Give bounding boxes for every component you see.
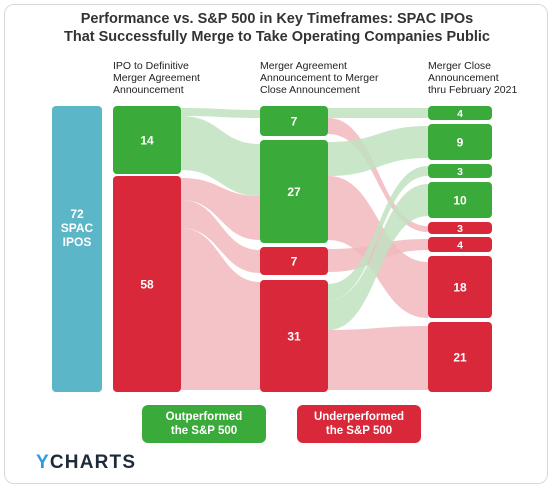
source-node-label: 72 [70, 207, 84, 221]
ycharts-logo: YCHARTS [36, 452, 136, 474]
stage3-node-underperformed [428, 322, 492, 392]
stage2-node-value: 7 [291, 114, 298, 128]
legend-underperformed-line-1: Underperformed [313, 411, 405, 423]
stage3-node-value: 18 [453, 280, 467, 294]
ycharts-logo-mark: Y [36, 452, 50, 473]
stage3-node-value: 4 [457, 108, 463, 120]
flow-stage1-green-to-stage2-27 [181, 116, 260, 196]
stage3-node-outperformed [428, 106, 492, 120]
flow-stage2-7-to-stage3-3 [328, 118, 428, 232]
stage3-node-value: 21 [453, 350, 467, 364]
stage3-node-value: 10 [453, 193, 467, 207]
legend-underperformed: Underperformed the S&P 500 [297, 405, 421, 443]
chart-title: Performance vs. S&P 500 in Key Timeframe… [0, 10, 554, 46]
stage3-node-value: 9 [457, 135, 464, 149]
stage2-node-value: 27 [287, 185, 301, 199]
stage3-node-value: 3 [457, 166, 463, 178]
stage3-node-underperformed [428, 237, 492, 252]
flow-stage2-31-to-stage3-21 [328, 326, 428, 390]
flow-links [181, 108, 428, 390]
flow-stage1-red-to-stage2-31 [181, 228, 260, 390]
flow-stage2-7-to-stage3-4 [328, 108, 428, 118]
flow-stage2-27-to-stage3-9 [328, 126, 428, 176]
stage2-node-value: 7 [291, 254, 298, 268]
column-header-line: Close Announcement [260, 84, 360, 96]
stage1-node-underperformed [113, 176, 181, 392]
column-header-line: Merger Agreement [260, 60, 347, 72]
legend-underperformed-line-2: the S&P 500 [325, 425, 393, 437]
legend-outperformed: Outperformed the S&P 500 [142, 405, 266, 443]
column-header-line: Merger Close [428, 60, 492, 72]
flow-stage1-green-to-stage2-7 [181, 108, 260, 118]
column-header-ipo-to-agreement: IPO to Definitive Merger Agreement Annou… [113, 60, 200, 96]
stage2-node-value: 31 [287, 329, 301, 343]
stage1-node-value: 14 [140, 133, 154, 147]
column-header-line: thru February 2021 [428, 84, 518, 96]
stage2-node-outperformed [260, 106, 328, 136]
stage3-node-value: 4 [457, 239, 463, 251]
stage2-node-outperformed [260, 140, 328, 243]
source-node-label: SPAC [61, 221, 94, 235]
flow-stage1-red-to-stage2-27 [181, 178, 260, 240]
stage1-node-value: 58 [140, 277, 154, 291]
stage3-node-outperformed [428, 124, 492, 160]
legend-outperformed-line-2: the S&P 500 [170, 425, 238, 437]
flow-stage2-31-to-stage3-10 [328, 184, 428, 330]
column-header-agreement-to-close: Merger Agreement Announcement to Merger … [260, 60, 378, 96]
column-header-line: IPO to Definitive [113, 60, 189, 72]
legend-outperformed-line-1: Outperformed [165, 411, 243, 423]
column-header-line: Merger Agreement [113, 72, 200, 84]
source-node-label: IPOS [63, 235, 92, 249]
stage3-node-value: 3 [457, 223, 463, 235]
column-header-line: Announcement [428, 72, 499, 84]
column-header-line: Announcement to Merger [260, 72, 379, 84]
stage3-node-underperformed [428, 256, 492, 318]
stage2-node-underperformed [260, 280, 328, 392]
chart-title-line-1: Performance vs. S&P 500 in Key Timeframe… [80, 11, 474, 27]
stage2-node-underperformed [260, 247, 328, 275]
flow-stage2-31-to-stage3-3 [328, 166, 428, 300]
source-node-spac-ipos [52, 106, 102, 392]
stage3-node-outperformed [428, 182, 492, 218]
column-header-line: Announcement [113, 84, 184, 96]
chart-title-line-2: That Successfully Merge to Take Operatin… [64, 29, 490, 45]
stage3-node-underperformed [428, 222, 492, 234]
ycharts-logo-text: CHARTS [49, 452, 137, 473]
column-header-close-thru-feb-2021: Merger Close Announcement thru February … [428, 60, 517, 96]
stage1-node-outperformed [113, 106, 181, 174]
stage3-node-outperformed [428, 164, 492, 178]
flow-stage1-red-to-stage2-7 [181, 200, 260, 273]
